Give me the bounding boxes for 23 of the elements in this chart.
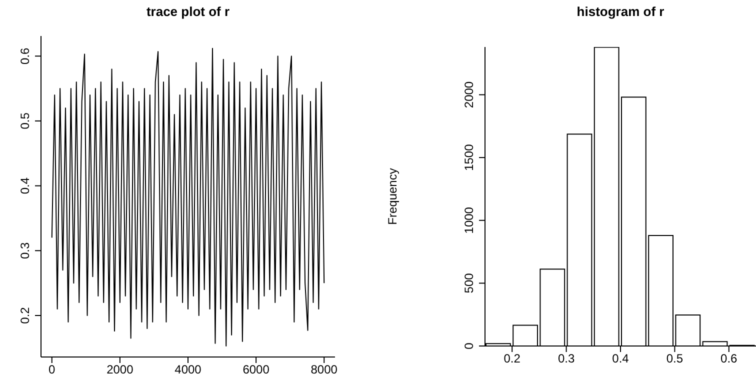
x-tick-label: 0 [48,362,56,377]
x-tick-label: 0.2 [504,352,521,366]
y-tick-label: 0 [462,342,476,350]
y-tick-label: 0.6 [18,47,32,64]
x-tick-label: 0.6 [720,352,738,366]
y-tick-label: 1000 [462,206,476,234]
chart-title: histogram of r [576,4,666,19]
x-tick-label: 6000 [242,362,270,377]
y-tick-label: 500 [462,272,476,294]
x-tick-label: 8000 [310,362,338,377]
y-tick-label: 0.3 [18,242,32,259]
y-tick-label: 0.5 [18,112,32,130]
y-tick-label: 2000 [462,81,476,108]
chart-title: trace plot of r [145,4,231,19]
x-tick-label: 4000 [174,362,202,377]
y-axis-title: Frequency [385,168,400,225]
x-tick-label: 0.3 [558,352,575,366]
x-tick-label: 0.4 [612,352,630,366]
y-tick-label: 1500 [462,144,476,171]
y-tick-label: 0.4 [18,177,32,194]
y-tick-label: 0.2 [18,306,32,324]
x-tick-label: 2000 [106,362,134,377]
x-tick-label: 0.5 [666,352,684,366]
